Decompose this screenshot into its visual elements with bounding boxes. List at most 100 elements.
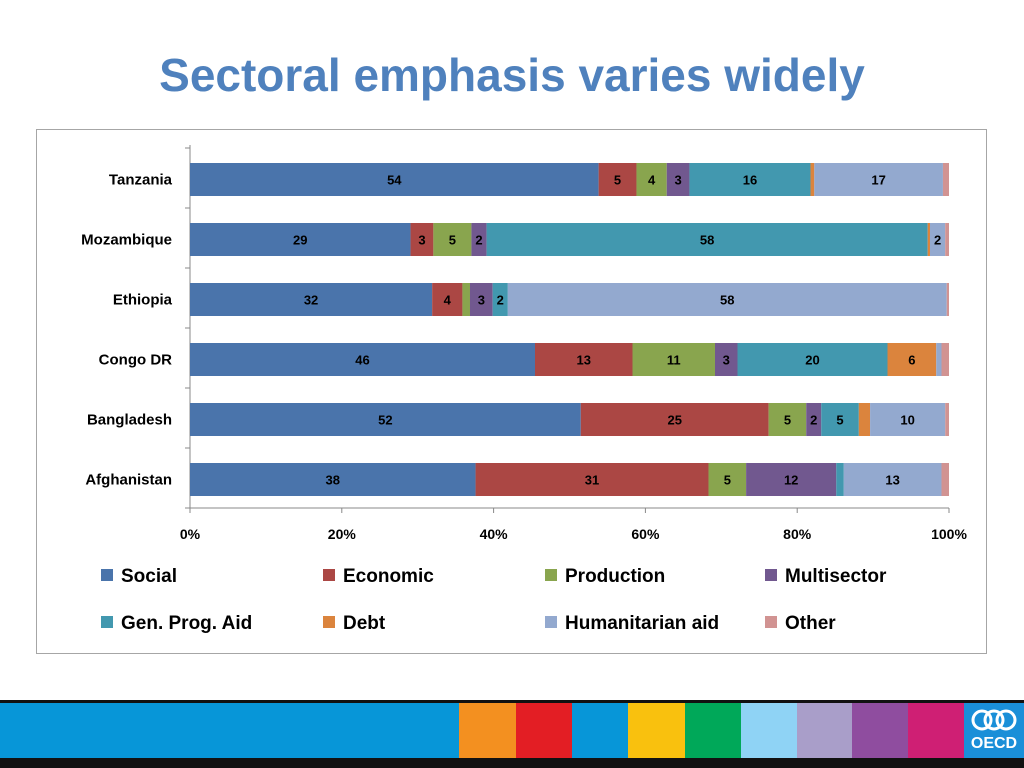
data-label: 5 — [449, 233, 456, 248]
bar-segment — [410, 223, 434, 256]
category-label: Ethiopia — [113, 292, 173, 309]
bar-segment — [507, 283, 947, 316]
legend-swatch — [323, 569, 335, 581]
bar-segment — [941, 343, 949, 376]
x-tick-label: 40% — [480, 526, 509, 542]
bar-segment — [936, 343, 942, 376]
bar-segment — [945, 223, 949, 256]
bar-segment — [535, 343, 633, 376]
bar-segment — [887, 343, 937, 376]
legend-swatch — [545, 569, 557, 581]
data-label: 58 — [720, 293, 734, 308]
footer-strip — [628, 703, 685, 758]
data-label: 2 — [475, 233, 482, 248]
legend-label: Social — [121, 566, 177, 587]
legend-swatch — [323, 616, 335, 628]
data-label: 2 — [810, 413, 817, 428]
bar-segment — [580, 403, 769, 436]
legend-swatch — [545, 616, 557, 628]
data-label: 52 — [378, 413, 392, 428]
footer-strip — [516, 703, 572, 758]
bar-segment — [746, 463, 837, 496]
oecd-circles-icon — [971, 709, 1017, 731]
footer-strip — [797, 703, 852, 758]
category-label: Congo DR — [99, 352, 172, 369]
bar-segment — [432, 283, 463, 316]
data-label: 13 — [577, 353, 591, 368]
data-label: 32 — [304, 293, 318, 308]
x-tick-label: 100% — [931, 526, 967, 542]
bar-segment — [843, 463, 942, 496]
data-label: 3 — [418, 233, 425, 248]
footer-bottom-line — [0, 758, 1024, 768]
category-label: Mozambique — [81, 232, 172, 249]
legend-label: Production — [565, 566, 665, 587]
bar-segment — [190, 223, 411, 256]
bar-segment — [469, 283, 493, 316]
data-label: 2 — [934, 233, 941, 248]
bar-segment — [942, 163, 949, 196]
data-label: 4 — [444, 293, 452, 308]
slide-title: Sectoral emphasis varies widely — [159, 49, 865, 101]
bar-segment — [475, 463, 709, 496]
legend-label: Other — [785, 613, 836, 634]
data-label: 13 — [885, 473, 899, 488]
legend-label: Gen. Prog. Aid — [121, 613, 252, 634]
data-label: 10 — [900, 413, 914, 428]
bar-segment — [190, 343, 535, 376]
footer-strip — [572, 703, 628, 758]
legend-swatch — [101, 569, 113, 581]
oecd-logo-text: OECD — [970, 735, 1018, 752]
data-label: 54 — [387, 173, 402, 188]
bar-segment — [715, 343, 738, 376]
bar-segment — [190, 283, 433, 316]
data-label: 29 — [293, 233, 307, 248]
category-label: Tanzania — [109, 172, 173, 189]
bar-segment — [929, 223, 946, 256]
data-label: 58 — [700, 233, 714, 248]
data-label: 2 — [497, 293, 504, 308]
x-tick-label: 0% — [180, 526, 201, 542]
bar-segment — [492, 283, 508, 316]
footer-strip — [741, 703, 797, 758]
bar-segment — [927, 223, 930, 256]
x-tick-label: 80% — [783, 526, 812, 542]
data-label: 3 — [674, 173, 681, 188]
bar-segment — [632, 343, 715, 376]
footer-strip — [0, 703, 459, 758]
bar-segment — [462, 283, 470, 316]
category-label: Bangladesh — [87, 412, 172, 429]
bar-segment — [806, 403, 822, 436]
x-tick-label: 20% — [328, 526, 357, 542]
bar-segment — [810, 163, 815, 196]
bar-segment — [737, 343, 888, 376]
data-label: 46 — [355, 353, 369, 368]
bar-segment — [858, 403, 871, 436]
x-tick-label: 60% — [631, 526, 660, 542]
legend-swatch — [765, 616, 777, 628]
legend-label: Humanitarian aid — [565, 613, 719, 634]
data-label: 16 — [743, 173, 757, 188]
data-label: 6 — [908, 353, 915, 368]
footer-strip — [852, 703, 908, 758]
bar-segment — [708, 463, 747, 496]
legend-swatch — [101, 616, 113, 628]
category-label: Afghanistan — [85, 472, 172, 489]
oecd-logo-icon — [964, 703, 1024, 758]
bar-segment — [870, 403, 946, 436]
footer-top-line — [0, 700, 1024, 703]
bar-segment — [689, 163, 811, 196]
data-label: 11 — [667, 353, 681, 368]
legend-swatch — [765, 569, 777, 581]
bar-segment — [836, 463, 844, 496]
bar-segment — [598, 163, 637, 196]
data-label: 12 — [784, 473, 798, 488]
bar-segment — [941, 463, 949, 496]
bar-segment — [433, 223, 472, 256]
data-label: 5 — [724, 473, 731, 488]
legend-label: Debt — [343, 613, 386, 634]
bar-segment — [821, 403, 859, 436]
footer-strip — [908, 703, 964, 758]
bar-segment — [636, 163, 667, 196]
